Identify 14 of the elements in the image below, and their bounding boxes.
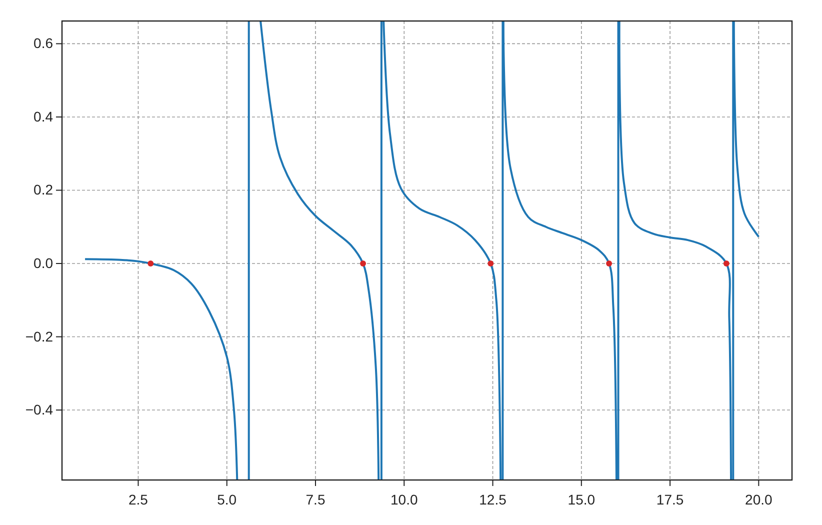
- y-tick-label: 0.6: [34, 35, 54, 52]
- x-tick-label: 17.5: [656, 491, 684, 508]
- y-tick-label: −0.2: [25, 328, 54, 344]
- y-tick-label: 0.4: [34, 108, 54, 124]
- x-tick-label: 7.5: [306, 491, 326, 508]
- x-tick-label: 10.0: [390, 491, 418, 508]
- x-tick-label: 2.5: [128, 491, 148, 508]
- x-tick-label: 5.0: [217, 491, 237, 508]
- x-tick-label: 20.0: [745, 491, 773, 508]
- x-tick-label: 12.5: [479, 491, 507, 508]
- y-tick-label: 0.2: [34, 182, 54, 198]
- x-tick-label: 15.0: [568, 491, 596, 508]
- y-tick-label: −0.4: [25, 402, 54, 418]
- y-tick-label: 0.0: [34, 254, 54, 271]
